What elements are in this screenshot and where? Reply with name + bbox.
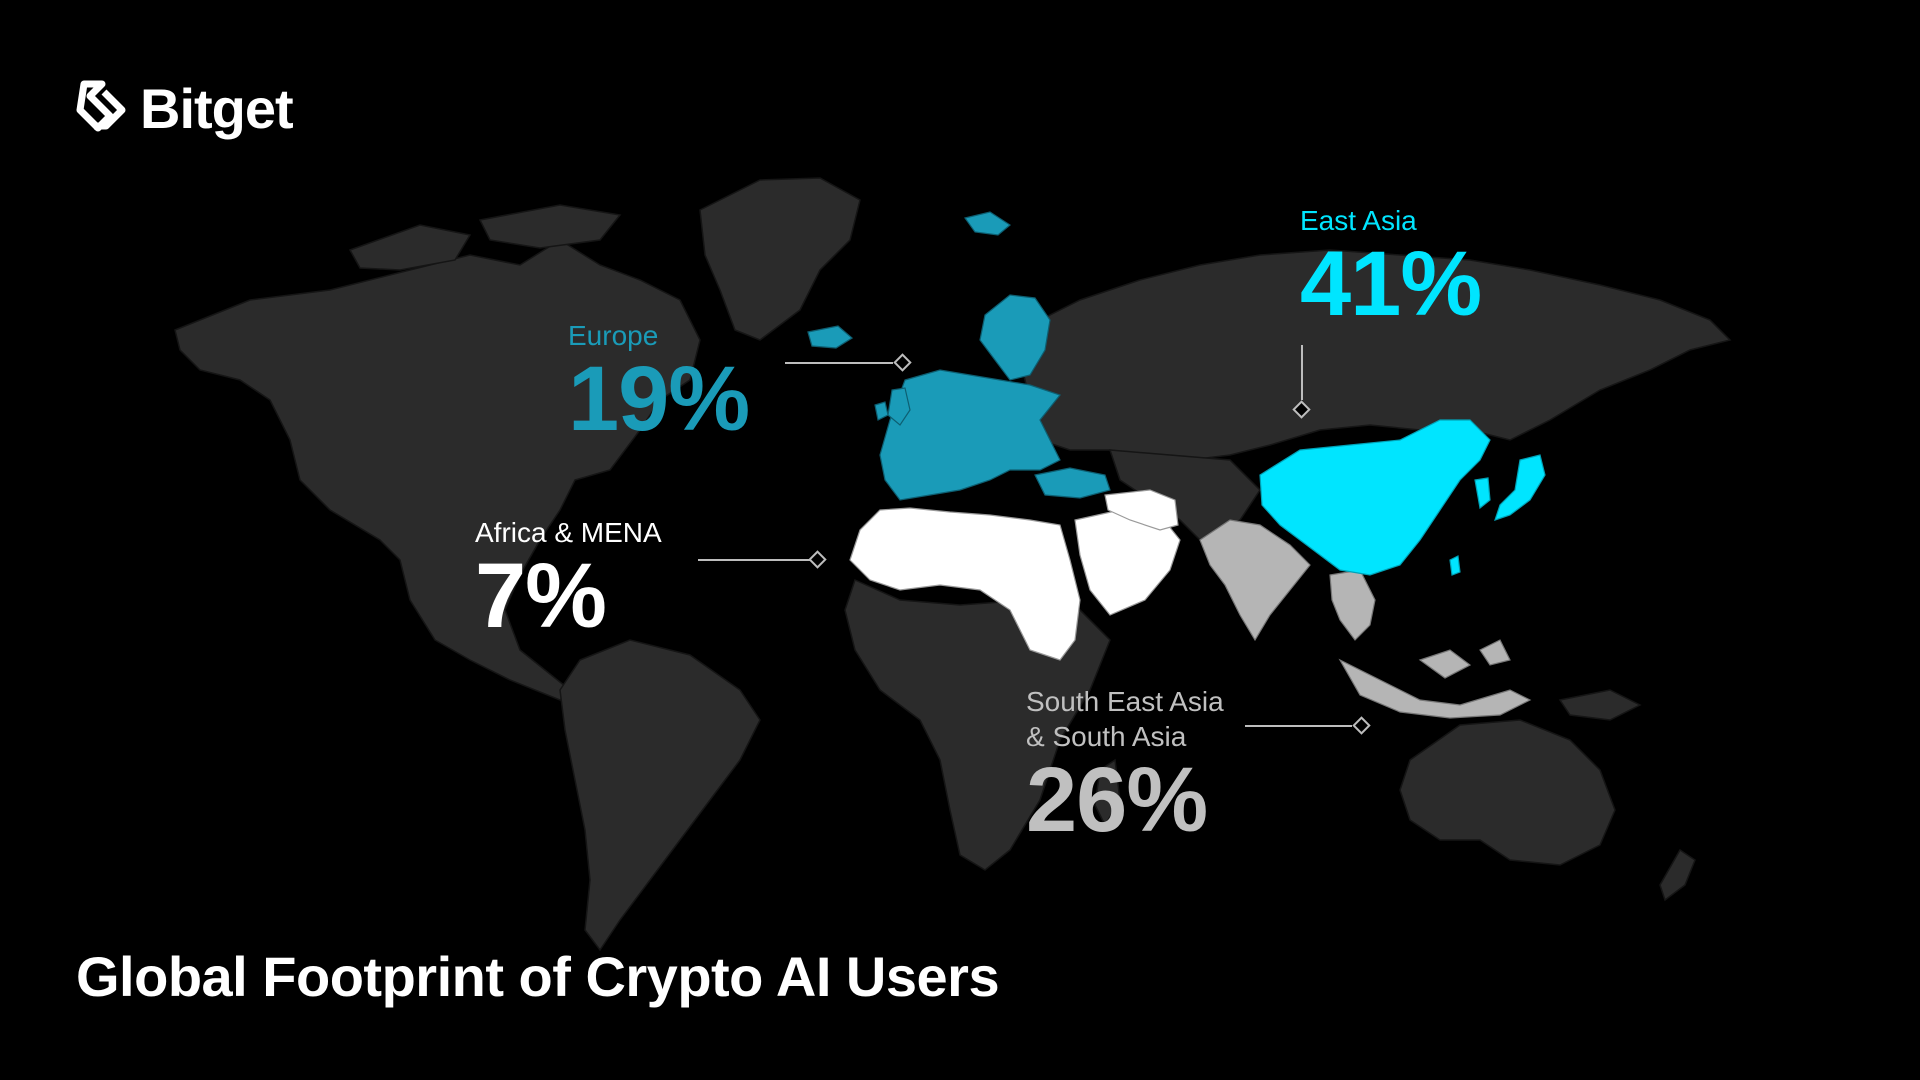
europe-scandinavia [979,294,1051,381]
europe-connector-diamond [893,353,912,372]
south-asia-value: 26% [1026,749,1208,851]
africa-mena-value: 7% [475,545,607,647]
south-asia-label: South East Asia & South Asia 26% [1026,684,1224,846]
east-asia-value: 41% [1300,233,1482,335]
europe-value: 19% [568,348,750,450]
land-papua [1558,689,1642,721]
europe-name: Europe [568,320,659,351]
east-asia-taiwan [1449,555,1461,576]
sea-connector-diamond [1352,716,1371,735]
east-asia-label: East Asia 41% [1300,203,1482,335]
sea-islands [1338,639,1532,719]
africa-mena-name: Africa & MENA [475,517,662,548]
east-asia-name: East Asia [1300,205,1417,236]
connectors [698,345,1371,735]
bitget-logo-icon [76,80,126,132]
land-new-zealand [1659,848,1696,902]
europe-svalbard [963,211,1012,236]
south-asia-india [1199,519,1311,642]
south-asia-name-line1: South East Asia [1026,686,1224,717]
east-asia-connector-diamond [1292,400,1311,419]
europe-iceland [807,325,854,349]
mena-levant-iran [1104,489,1179,531]
east-asia-china [1259,419,1491,576]
land-madagascar [1094,758,1121,827]
land-south-america [559,639,761,952]
region-east-asia [1259,419,1546,576]
east-asia-korea [1474,477,1491,510]
south-asia-name-line2: & South Asia [1026,721,1187,752]
brand: Bitget [74,74,294,144]
east-asia-japan [1494,454,1546,521]
europe-britain [874,387,911,426]
europe-turkey [1034,467,1111,499]
sea-peninsula [1329,569,1376,641]
page-title: Global Footprint of Crypto AI Users [76,945,1000,1008]
africa-connector-diamond [808,550,827,569]
africa-mena-label: Africa & MENA 7% [475,515,662,642]
brand-name: Bitget [140,77,294,140]
region-africa-mena [849,489,1181,661]
land-australia [1399,719,1616,866]
land-arctic-islands [348,204,622,271]
region-south-asia [1199,519,1532,719]
region-europe [807,211,1111,501]
europe-mainland [879,369,1062,501]
mena-north-africa [849,507,1081,661]
europe-label: Europe 19% [568,318,750,450]
land-greenland [699,177,861,341]
